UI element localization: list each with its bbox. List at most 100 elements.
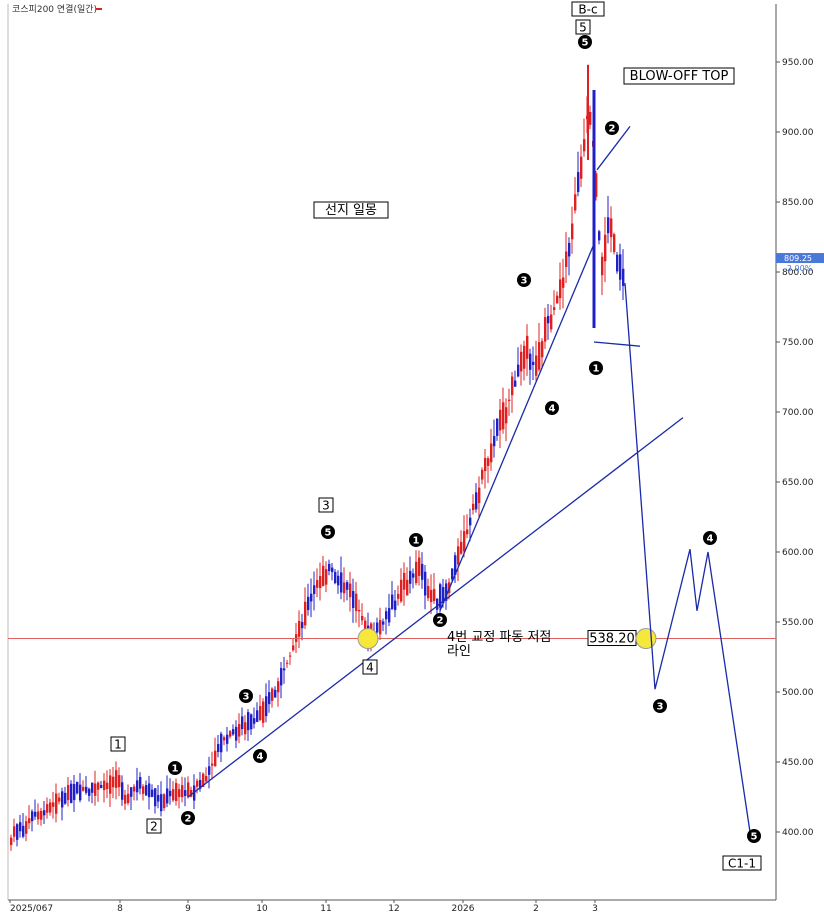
trendline-base bbox=[593, 341, 641, 347]
wave-circle-text: 1 bbox=[593, 364, 600, 375]
wave-circle-1 bbox=[409, 533, 423, 547]
trendline-long bbox=[187, 417, 684, 798]
candle-body bbox=[508, 399, 511, 402]
candle-body bbox=[124, 794, 127, 804]
wave-circle-4 bbox=[253, 749, 267, 763]
candle-body bbox=[310, 593, 313, 602]
trendline-upper bbox=[596, 126, 631, 171]
candle-body bbox=[349, 583, 352, 598]
candle-body bbox=[397, 593, 400, 599]
candle-body bbox=[226, 734, 229, 744]
candle-body bbox=[238, 723, 241, 737]
candle-body bbox=[43, 810, 46, 816]
candle-body bbox=[457, 546, 460, 565]
candle-body bbox=[613, 234, 616, 252]
candle-body bbox=[100, 785, 103, 788]
candle-body bbox=[607, 217, 610, 234]
candle-body bbox=[499, 409, 502, 431]
candle-body bbox=[82, 786, 85, 791]
candle-body bbox=[178, 789, 181, 798]
candle-body bbox=[160, 794, 163, 812]
candle-body bbox=[268, 692, 271, 705]
candle-body bbox=[25, 821, 28, 834]
candle-body bbox=[64, 792, 67, 804]
candle-body bbox=[361, 615, 364, 621]
candle-body bbox=[253, 718, 256, 724]
candle-body bbox=[343, 582, 346, 594]
candle-body bbox=[316, 580, 319, 588]
wave-circle-5 bbox=[747, 829, 761, 843]
candle-body bbox=[424, 571, 427, 596]
wave-circle-text: 4 bbox=[707, 534, 714, 545]
candle-body bbox=[433, 589, 436, 601]
y-tick-label: 500.00 bbox=[782, 688, 814, 698]
wave-box-4-text: 4 bbox=[366, 661, 374, 675]
wave-circle-text: 1 bbox=[172, 764, 179, 775]
candle-body bbox=[493, 436, 496, 447]
wave-circle-5 bbox=[578, 35, 592, 49]
y-tick-label: 550.00 bbox=[782, 618, 814, 628]
candle-body bbox=[106, 782, 109, 789]
last-price-value: 809.25 bbox=[784, 254, 812, 263]
candle-body bbox=[535, 355, 538, 376]
wave-circle-1 bbox=[589, 361, 603, 375]
candle-body bbox=[481, 469, 484, 480]
candle-body bbox=[547, 315, 550, 324]
candle-body bbox=[562, 277, 565, 288]
candle-body bbox=[598, 231, 601, 241]
candle-body bbox=[19, 822, 22, 832]
candle-body bbox=[472, 503, 475, 511]
candle-body bbox=[409, 570, 412, 584]
candle-body bbox=[103, 780, 106, 791]
candle-body bbox=[145, 785, 148, 796]
candle-body bbox=[553, 307, 556, 311]
trendline-inner bbox=[439, 243, 595, 612]
candle-body bbox=[382, 621, 385, 625]
candle-body bbox=[151, 789, 154, 797]
candle-body bbox=[10, 837, 13, 846]
candle-body bbox=[568, 242, 571, 257]
candle-body bbox=[307, 596, 310, 611]
candle-body bbox=[550, 314, 553, 330]
wave-labels: 1 2 3 4 5 1 2 3 4 5 2 1 3 4 5 1 2 3 4 5 B-c C1-1 BLOW-OFF TOP 선… bbox=[110, 1, 762, 871]
y-tick-label: 450.00 bbox=[782, 758, 814, 768]
candle-body bbox=[619, 254, 622, 280]
candle-body bbox=[469, 517, 472, 526]
candle-body bbox=[511, 376, 514, 396]
candle-body bbox=[385, 611, 388, 620]
candle-body bbox=[70, 783, 73, 804]
wave-circle-text: 2 bbox=[609, 124, 616, 135]
candle-body bbox=[502, 402, 505, 430]
wave-circle-text: 3 bbox=[657, 702, 664, 713]
candle-body bbox=[520, 351, 523, 372]
candle-body bbox=[163, 794, 166, 809]
candlestick-series bbox=[10, 64, 625, 851]
wave-box-5-text: 5 bbox=[579, 21, 587, 35]
support-value: 538.20 bbox=[589, 632, 635, 647]
support-touch-marker bbox=[357, 628, 379, 650]
candle-body bbox=[250, 714, 253, 730]
candle-body bbox=[280, 668, 283, 686]
candle-body bbox=[466, 529, 469, 535]
candle-body bbox=[109, 775, 112, 794]
candle-body bbox=[136, 780, 139, 793]
y-tick-label: 900.00 bbox=[782, 128, 814, 138]
support-target-marker bbox=[635, 628, 657, 650]
candle-body bbox=[604, 234, 607, 262]
wave-box-1-box bbox=[110, 736, 126, 752]
candle-body bbox=[565, 251, 568, 267]
wave-circle-2 bbox=[433, 613, 447, 627]
candle-body bbox=[187, 782, 190, 798]
candle-body bbox=[340, 572, 343, 593]
candle-body bbox=[211, 763, 214, 766]
candle-body bbox=[418, 557, 421, 576]
candle-body bbox=[577, 172, 580, 193]
candle-body bbox=[400, 579, 403, 602]
candle-body bbox=[595, 173, 598, 197]
candle-body bbox=[259, 706, 262, 721]
candle-body bbox=[403, 572, 406, 590]
candle-body bbox=[415, 561, 418, 584]
candle-body bbox=[529, 353, 532, 370]
candle-body bbox=[484, 457, 487, 472]
candle-body bbox=[334, 571, 337, 584]
